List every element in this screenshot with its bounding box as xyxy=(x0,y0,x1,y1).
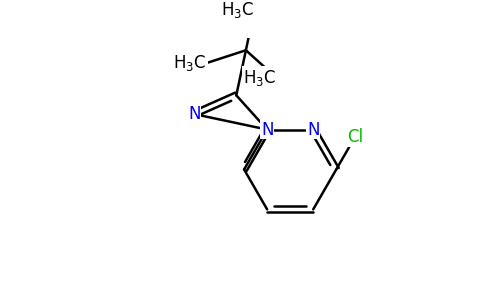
Text: N: N xyxy=(307,121,319,139)
Text: N: N xyxy=(188,105,200,123)
Text: N: N xyxy=(261,121,273,139)
Text: N: N xyxy=(261,121,273,139)
Text: $\mathregular{H_3C}$: $\mathregular{H_3C}$ xyxy=(243,68,277,88)
Text: N: N xyxy=(307,121,319,139)
Text: N: N xyxy=(261,121,273,139)
Text: $\mathregular{H_3C}$: $\mathregular{H_3C}$ xyxy=(221,0,255,20)
Text: Cl: Cl xyxy=(347,128,363,146)
Text: N: N xyxy=(261,121,273,139)
Text: Cl: Cl xyxy=(347,128,363,146)
Text: N: N xyxy=(188,105,200,123)
Text: $\mathregular{H_3C}$: $\mathregular{H_3C}$ xyxy=(173,53,207,73)
